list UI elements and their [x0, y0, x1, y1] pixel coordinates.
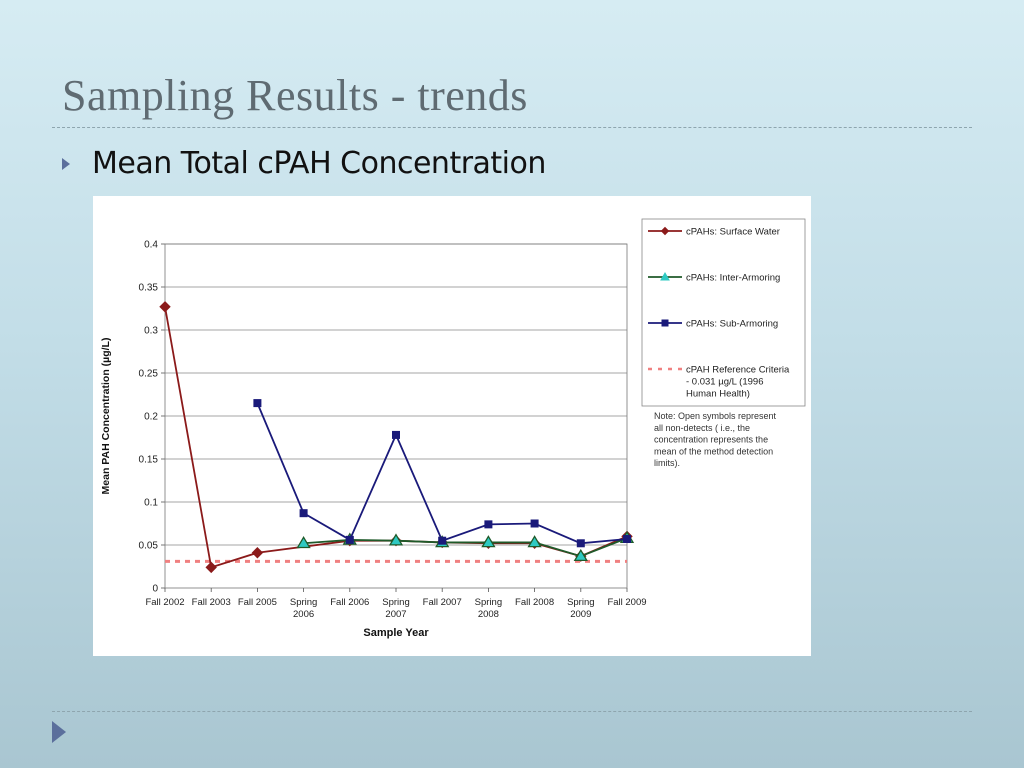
legend-label-reference: cPAH Reference Criteria [686, 365, 790, 376]
data-point-surface-water [251, 547, 264, 559]
data-point-sub-armoring [484, 520, 493, 529]
chart-note-text: all non-detects ( i.e., the [654, 423, 750, 433]
x-tick-label: Spring [475, 597, 502, 608]
chart-note-text: mean of the method detection [654, 446, 773, 456]
data-point-sub-armoring [530, 519, 539, 528]
data-point-sub-armoring [392, 430, 400, 439]
footer-divider [52, 711, 972, 712]
y-tick-label: 0.15 [139, 455, 159, 466]
data-point-inter-armoring [573, 548, 588, 562]
legend-marker-surface-water [660, 226, 670, 236]
y-tick-label: 0.1 [144, 498, 158, 509]
data-point-sub-armoring [345, 535, 354, 544]
data-point-sub-armoring [253, 399, 262, 408]
x-tick-label: Fall 2008 [515, 597, 554, 608]
series-line-inter-armoring [303, 537, 628, 558]
data-point-inter-armoring [527, 535, 542, 548]
y-axis-label: Mean PAH Concentration (µg/L) [100, 338, 112, 495]
legend-marker-inter-armoring [660, 271, 670, 281]
data-point-sub-armoring [438, 536, 447, 545]
y-tick-label: 0.3 [144, 326, 158, 337]
data-point-sub-armoring [623, 534, 631, 543]
title-divider [52, 127, 972, 128]
data-point-surface-water [205, 561, 217, 574]
data-point-sub-armoring [576, 539, 585, 548]
next-slide-arrow-icon[interactable] [52, 721, 66, 743]
legend-label-sub-armoring: cPAHs: Sub-Armoring [686, 319, 778, 330]
x-tick-label: Fall 2009 [607, 597, 646, 608]
series-line-sub-armoring [256, 402, 628, 545]
y-tick-label: 0.35 [139, 283, 159, 294]
legend-label-reference: Human Health) [686, 389, 750, 400]
data-point-inter-armoring [481, 535, 496, 548]
x-tick-label: Spring [290, 597, 317, 608]
data-point-inter-armoring [296, 535, 311, 549]
y-tick-label: 0.25 [139, 369, 159, 380]
x-tick-label: 2009 [570, 609, 591, 620]
x-tick-label: 2007 [385, 609, 406, 620]
x-tick-label: Fall 2005 [238, 597, 277, 608]
data-point-inter-armoring [388, 533, 404, 546]
bullet-text: Mean Total cPAH Concentration [92, 146, 546, 181]
legend-label-surface-water: cPAHs: Surface Water [686, 227, 780, 238]
legend-marker-sub-armoring [661, 319, 669, 327]
chart-container: 0 0.05 0.1 0.15 0.2 0.25 0.3 0.35 0.4 Fall 2002 Fa… [93, 196, 811, 656]
legend-label-inter-armoring: cPAHs: Inter-Armoring [686, 273, 780, 284]
x-tick-label: 2006 [293, 609, 314, 620]
bullet-arrow-icon [62, 157, 70, 170]
bullet-item: Mean Total cPAH Concentration [62, 146, 546, 181]
y-tick-label: 0.05 [139, 541, 159, 552]
slide-title: Sampling Results - trends [62, 71, 528, 120]
y-tick-label: 0 [152, 584, 158, 595]
chart-note-text: Note: Open symbols represent [654, 411, 777, 421]
chart-note-text: concentration represents the [654, 435, 768, 445]
x-tick-label: 2008 [478, 609, 499, 620]
x-tick-label: Spring [567, 597, 594, 608]
x-tick-label: Fall 2007 [423, 597, 462, 608]
y-tick-label: 0.4 [144, 240, 158, 251]
x-axis-label: Sample Year [363, 627, 429, 639]
x-tick-label: Spring [382, 597, 409, 608]
data-point-sub-armoring [299, 509, 308, 518]
y-tick-label: 0.2 [144, 412, 158, 423]
x-tick-label: Fall 2002 [145, 597, 184, 608]
chart-note-text: limits). [654, 458, 680, 468]
legend-box [641, 218, 806, 407]
line-chart: 0 0.05 0.1 0.15 0.2 0.25 0.3 0.35 0.4 Fall 2002 Fa… [100, 218, 806, 639]
legend-label-reference: - 0.031 µg/L (1996 [686, 377, 763, 388]
x-tick-label: Fall 2006 [330, 597, 369, 608]
x-tick-label: Fall 2003 [192, 597, 231, 608]
data-point-surface-water [159, 301, 171, 313]
